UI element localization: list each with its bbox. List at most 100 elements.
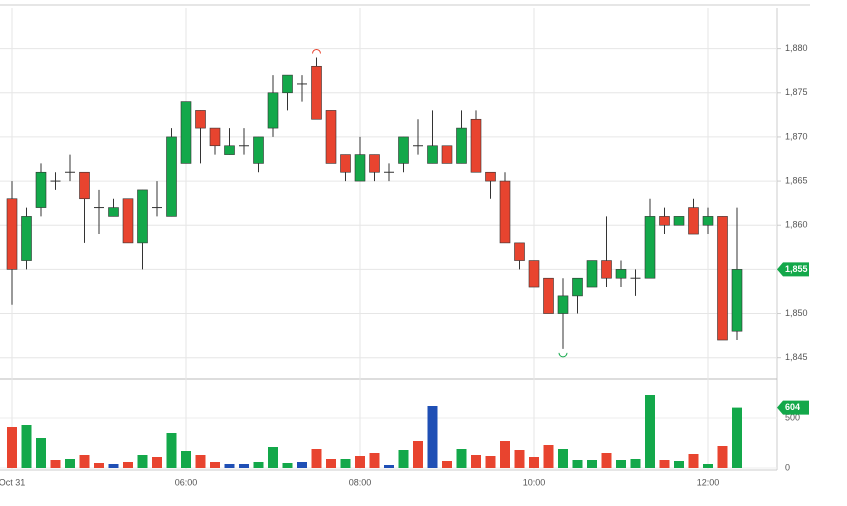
volume-bar xyxy=(123,462,133,468)
volume-bar xyxy=(630,459,641,468)
candle-body xyxy=(137,189,148,244)
volume-bar xyxy=(195,455,206,468)
y-tick-label: 1,880 xyxy=(785,43,808,53)
candle-body xyxy=(528,260,540,288)
volume-bar xyxy=(355,456,365,468)
volume-bar xyxy=(297,462,307,468)
volume-bar xyxy=(413,441,423,468)
candle-body xyxy=(470,118,482,173)
volume-tick-label: 500 xyxy=(785,412,800,422)
volume-bar xyxy=(253,462,264,468)
candle-body xyxy=(688,207,699,235)
y-tick-label: 1,865 xyxy=(785,175,808,185)
volume-bar xyxy=(326,459,336,468)
volume-bar xyxy=(558,449,568,468)
price-tag-label: 1,855 xyxy=(785,264,808,274)
volume-bar xyxy=(239,464,249,468)
candle-body xyxy=(398,136,409,164)
y-tick-label: 1,850 xyxy=(785,308,808,318)
candle-body xyxy=(6,198,18,270)
candle-body xyxy=(325,110,337,164)
candle-body xyxy=(21,216,32,261)
volume-bar xyxy=(210,462,220,468)
candle-body xyxy=(601,260,612,279)
y-tick-label: 1,875 xyxy=(785,87,808,97)
candle-body xyxy=(369,154,380,173)
y-tick-label: 1,870 xyxy=(785,131,808,141)
candle-body xyxy=(717,216,728,341)
candle-body xyxy=(485,171,496,182)
price-tag xyxy=(777,262,809,277)
candle-body xyxy=(441,145,453,164)
candle-body xyxy=(282,74,293,94)
x-tick-label: 12:00 xyxy=(697,477,720,487)
candle-body xyxy=(354,154,366,182)
volume-bar xyxy=(514,450,525,468)
candle-body xyxy=(108,207,119,217)
candle-body xyxy=(572,277,583,297)
candle-body xyxy=(702,216,714,226)
low-marker xyxy=(558,352,568,358)
volume-bar xyxy=(384,465,394,468)
candle-body xyxy=(253,136,264,164)
volume-bar xyxy=(340,459,351,468)
volume-bar xyxy=(108,464,119,468)
volume-bar xyxy=(543,445,554,468)
candle-body xyxy=(311,65,322,120)
volume-bar xyxy=(659,460,670,468)
candle-body xyxy=(195,110,206,129)
candle-body xyxy=(499,180,511,244)
volume-bar xyxy=(398,450,409,468)
volume-bar xyxy=(224,464,235,468)
volume-bar xyxy=(442,461,452,468)
volume-bar xyxy=(587,460,597,468)
candle-body xyxy=(267,92,279,129)
price-tag-label: 604 xyxy=(785,402,800,412)
volume-bar xyxy=(36,438,46,468)
volume-bar xyxy=(21,425,32,468)
volume-bar xyxy=(166,433,177,468)
candle-body xyxy=(209,127,221,147)
volume-bar xyxy=(268,447,278,468)
volume-bar xyxy=(601,453,612,468)
candle-body xyxy=(673,216,685,226)
candle-body xyxy=(659,216,670,226)
volume-bar xyxy=(717,446,728,468)
volume-bar xyxy=(137,455,148,468)
candle-body xyxy=(180,101,192,164)
candle-body xyxy=(456,127,467,164)
volume-bar xyxy=(500,441,510,468)
x-tick-label: 06:00 xyxy=(175,477,198,487)
y-tick-label: 1,845 xyxy=(785,352,808,362)
volume-bar xyxy=(181,451,191,468)
candle-body xyxy=(731,269,743,332)
volume-bar xyxy=(50,460,61,468)
volume-bar xyxy=(616,460,626,468)
volume-bar xyxy=(7,427,17,468)
volume-bar xyxy=(152,457,162,468)
volume-bar xyxy=(674,461,684,468)
volume-bar xyxy=(456,449,467,468)
candle-body xyxy=(340,154,351,173)
volume-bar xyxy=(645,395,655,468)
volume-bar xyxy=(732,407,742,468)
x-tick-label: 10:00 xyxy=(523,477,546,487)
candle-body xyxy=(224,145,235,155)
candle-body xyxy=(166,136,177,217)
x-tick-label: Oct 31 xyxy=(0,477,25,487)
volume-bar xyxy=(485,456,496,468)
candle-body xyxy=(122,198,134,244)
volume-bar xyxy=(94,463,104,468)
volume-bar xyxy=(65,459,75,468)
candle-body xyxy=(543,277,554,314)
volume-bar xyxy=(703,464,713,468)
candle-body xyxy=(79,171,90,200)
volume-bar xyxy=(369,453,380,468)
y-tick-label: 1,860 xyxy=(785,220,808,230)
volume-bar xyxy=(688,454,699,468)
x-tick-label: 08:00 xyxy=(349,477,372,487)
volume-bar xyxy=(529,457,539,468)
